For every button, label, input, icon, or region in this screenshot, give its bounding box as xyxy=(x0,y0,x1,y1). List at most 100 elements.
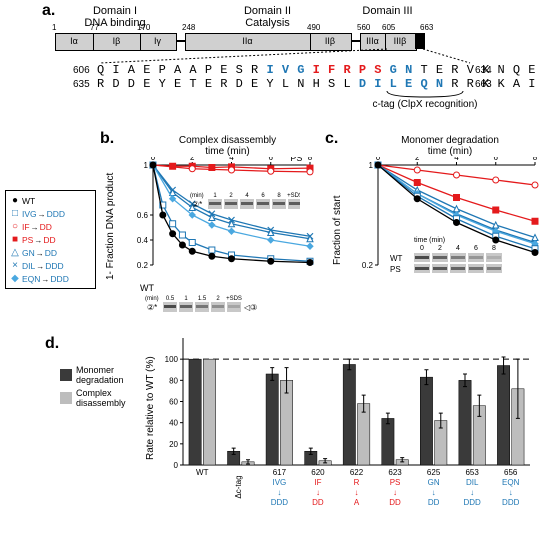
bar-x-label: GN xyxy=(428,478,440,487)
seq1-right-num: 634 xyxy=(475,65,492,76)
bar-x-label: 653 xyxy=(465,468,479,477)
bar-x-label: PS xyxy=(390,478,401,487)
bar-x-label: WT xyxy=(196,468,209,477)
bar xyxy=(459,380,471,465)
svg-text:WT: WT xyxy=(390,254,403,263)
bar-x-label: DD xyxy=(428,498,440,507)
legend-row: □IVG→DDD xyxy=(8,207,93,220)
svg-text:1: 1 xyxy=(144,161,149,170)
svg-text:0.2: 0.2 xyxy=(362,261,374,270)
bar-x-label: EQN xyxy=(502,478,520,487)
svg-text:4: 4 xyxy=(454,157,459,162)
svg-text:6: 6 xyxy=(261,193,265,199)
svg-text:0: 0 xyxy=(174,461,179,470)
svg-text:1: 1 xyxy=(184,296,188,302)
legend-row: ○IF→DD xyxy=(8,220,93,233)
svg-text:2: 2 xyxy=(415,157,420,162)
bar-x-label: ↓ xyxy=(432,488,436,497)
panel-d-legend: Monomer degradation Complex disassembly xyxy=(60,365,131,408)
panel-a-label: a. xyxy=(42,2,55,20)
svg-text:8: 8 xyxy=(277,193,281,199)
svg-text:80: 80 xyxy=(169,376,178,385)
seq2-right-num: 663 xyxy=(475,79,492,90)
svg-text:20: 20 xyxy=(169,440,178,449)
domain2-title: Domain II Catalysis xyxy=(185,5,350,29)
panel-b-xlabel: time (min) xyxy=(205,146,249,157)
panel-d-chart: 020406080100WTΔc-tag617IVG↓DDD620IF↓DD62… xyxy=(155,330,535,520)
bar-x-label: 656 xyxy=(504,468,518,477)
svg-text:8: 8 xyxy=(308,157,313,162)
seq-line-2: R D D E Y E T E R D E Y L N H S L D I L … xyxy=(97,77,536,91)
bar-x-label: 620 xyxy=(311,468,325,477)
panel-a: Domain I DNA binding Domain II Catalysis… xyxy=(55,5,535,125)
svg-text:0: 0 xyxy=(376,157,381,162)
svg-text:0: 0 xyxy=(420,245,424,252)
domain1-title: Domain I DNA binding xyxy=(55,5,175,29)
domain3-title: Domain III xyxy=(355,5,420,17)
ctag-text: c-tag (ClpX recognition) xyxy=(372,99,477,110)
bar-x-label: DD xyxy=(312,498,324,507)
legend-swatch-dark xyxy=(60,369,72,381)
svg-text:6: 6 xyxy=(269,157,274,162)
bar xyxy=(358,404,370,465)
domain-scale-num: 490 xyxy=(307,23,320,32)
bar-x-label: 625 xyxy=(427,468,441,477)
bar xyxy=(497,366,509,465)
bar-x-label: DDD xyxy=(463,498,481,507)
bar xyxy=(189,359,201,465)
legend-row: ◆EQN→DDD xyxy=(8,272,93,285)
bar-x-label: ↓ xyxy=(355,488,359,497)
svg-text:0: 0 xyxy=(151,157,156,162)
panel-c-title: Monomer degradation time (min) xyxy=(360,135,540,157)
bar xyxy=(420,377,432,465)
domain2-sub: Catalysis xyxy=(245,17,290,29)
bar-x-label: ↓ xyxy=(509,488,513,497)
legend-deg-label: Monomer degradation xyxy=(76,365,131,385)
bar-x-label: R xyxy=(354,478,360,487)
svg-text:2: 2 xyxy=(438,245,442,252)
seq-line-1: Q I A E P A A P E S R I V G I F R P S G … xyxy=(97,63,536,77)
domain2-name: Domain II xyxy=(244,5,291,17)
domain3-name: Domain III xyxy=(362,5,412,17)
domain-scale-num: 248 xyxy=(182,23,195,32)
bar-x-label: ↓ xyxy=(277,488,281,497)
domain-scale-num: 605 xyxy=(382,23,395,32)
bar-x-label: ↓ xyxy=(393,488,397,497)
panel-c-ylabel: Fraction of start xyxy=(332,196,343,265)
svg-text:6: 6 xyxy=(494,157,499,162)
domain-scale-num: 77 xyxy=(90,23,99,32)
svg-text:40: 40 xyxy=(169,419,178,428)
bar xyxy=(203,359,215,465)
svg-text:◁③: ◁③ xyxy=(244,303,257,312)
seq1-left-num: 606 xyxy=(73,65,90,76)
panel-b-gel-top: (min)12468+SDS②*◁③ xyxy=(190,190,300,212)
legend-row: ●WT xyxy=(8,194,93,207)
panel-c-xlabel: time (min) xyxy=(428,146,472,157)
svg-text:2: 2 xyxy=(216,296,220,302)
bar xyxy=(382,418,394,465)
svg-text:2: 2 xyxy=(229,193,233,199)
svg-text:8: 8 xyxy=(492,245,496,252)
domain-scale-num: 663 xyxy=(420,23,433,32)
panel-d: Monomer degradation Complex disassembly … xyxy=(60,330,540,525)
svg-text:4: 4 xyxy=(245,193,249,199)
svg-text:+SDS: +SDS xyxy=(226,296,242,302)
svg-text:4: 4 xyxy=(456,245,460,252)
svg-text:②*: ②* xyxy=(192,200,202,209)
bar xyxy=(266,374,278,465)
bar-x-label: DDD xyxy=(502,498,520,507)
bar-x-label: IVG xyxy=(272,478,286,487)
domain-scale-num: 560 xyxy=(357,23,370,32)
svg-text:②*: ②* xyxy=(147,303,157,312)
panel-b-chart: 024680.20.40.61PS xyxy=(125,157,315,277)
domain-scale-num: 170 xyxy=(137,23,150,32)
domain1-name: Domain I xyxy=(93,5,137,17)
bar-x-label: DD xyxy=(389,498,401,507)
ctag-label: c-tag (ClpX recognition) xyxy=(365,91,485,110)
bar-x-label: 622 xyxy=(350,468,364,477)
svg-text:60: 60 xyxy=(169,398,178,407)
panel-b-ylabel: 1- Fraction DNA product xyxy=(105,173,116,280)
bar-x-label: Δc-tag xyxy=(234,475,243,498)
svg-text:0.2: 0.2 xyxy=(137,261,149,270)
svg-text:PS: PS xyxy=(390,265,401,274)
